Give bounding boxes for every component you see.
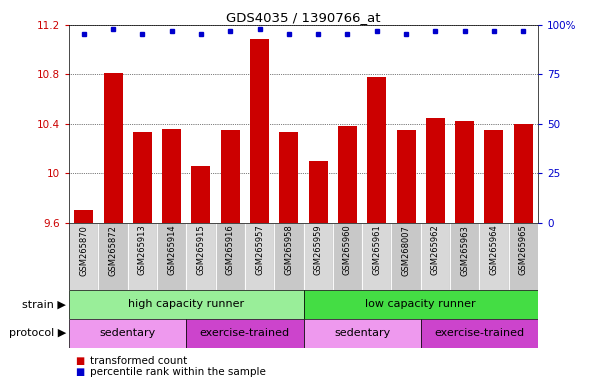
Bar	[279, 132, 298, 223]
Text: sedentary: sedentary	[334, 328, 390, 338]
Bar	[274, 223, 304, 290]
Bar	[508, 223, 538, 290]
Text: GSM265964: GSM265964	[489, 225, 498, 275]
Text: GSM265957: GSM265957	[255, 225, 264, 275]
Text: GSM265913: GSM265913	[138, 225, 147, 275]
Bar	[69, 290, 304, 319]
Text: GSM265872: GSM265872	[109, 225, 118, 276]
Bar	[480, 223, 508, 290]
Bar	[450, 223, 480, 290]
Bar	[162, 129, 181, 223]
Bar	[192, 166, 210, 223]
Bar	[75, 210, 93, 223]
Bar	[99, 223, 127, 290]
Title: GDS4035 / 1390766_at: GDS4035 / 1390766_at	[226, 11, 381, 24]
Bar	[99, 223, 127, 290]
Text: percentile rank within the sample: percentile rank within the sample	[90, 367, 266, 377]
Bar	[362, 223, 391, 290]
Bar	[421, 223, 450, 290]
Bar	[421, 319, 538, 348]
Text: GSM265959: GSM265959	[314, 225, 323, 275]
Bar	[157, 223, 186, 290]
Text: low capacity runner: low capacity runner	[365, 299, 476, 310]
Bar	[362, 223, 391, 290]
Bar	[397, 130, 415, 223]
Text: ■: ■	[75, 367, 84, 377]
Bar	[455, 121, 474, 223]
Bar	[103, 73, 123, 223]
Text: GSM265916: GSM265916	[226, 225, 235, 275]
Bar	[133, 132, 152, 223]
Text: GSM265915: GSM265915	[197, 225, 206, 275]
Text: sedentary: sedentary	[100, 328, 156, 338]
Text: GSM265965: GSM265965	[519, 225, 528, 275]
Text: exercise-trained: exercise-trained	[200, 328, 290, 338]
Bar	[391, 223, 421, 290]
Bar	[333, 223, 362, 290]
Text: GSM265870: GSM265870	[79, 225, 88, 276]
Bar	[250, 38, 269, 223]
Bar	[216, 223, 245, 290]
Text: ■: ■	[75, 356, 84, 366]
Bar	[69, 223, 99, 290]
Bar	[484, 130, 504, 223]
Bar	[421, 223, 450, 290]
Text: GSM265963: GSM265963	[460, 225, 469, 276]
Bar	[128, 223, 157, 290]
Text: GSM268007: GSM268007	[401, 225, 410, 276]
Bar	[245, 223, 274, 290]
Bar	[309, 161, 328, 223]
Bar	[450, 223, 480, 290]
Bar	[508, 223, 538, 290]
Bar	[128, 223, 157, 290]
Bar	[186, 319, 304, 348]
Bar	[426, 118, 445, 223]
Text: exercise-trained: exercise-trained	[435, 328, 524, 338]
Bar	[391, 223, 421, 290]
Bar	[69, 319, 186, 348]
Text: GSM265961: GSM265961	[372, 225, 381, 275]
Bar	[221, 130, 240, 223]
Bar	[333, 223, 362, 290]
Text: transformed count: transformed count	[90, 356, 188, 366]
Bar	[69, 223, 99, 290]
Bar	[338, 126, 357, 223]
Text: high capacity runner: high capacity runner	[128, 299, 245, 310]
Text: GSM265962: GSM265962	[431, 225, 440, 275]
Text: GSM265960: GSM265960	[343, 225, 352, 275]
Bar	[216, 223, 245, 290]
Bar	[186, 223, 216, 290]
Bar	[367, 77, 386, 223]
Bar	[304, 319, 421, 348]
Bar	[157, 223, 186, 290]
Text: GSM265914: GSM265914	[167, 225, 176, 275]
Bar	[514, 124, 532, 223]
Bar	[186, 223, 216, 290]
Bar	[304, 223, 333, 290]
Bar	[480, 223, 508, 290]
Text: protocol ▶: protocol ▶	[9, 328, 66, 338]
Bar	[304, 290, 538, 319]
Bar	[304, 223, 333, 290]
Bar	[245, 223, 274, 290]
Bar	[274, 223, 304, 290]
Text: strain ▶: strain ▶	[22, 299, 66, 310]
Text: GSM265958: GSM265958	[284, 225, 293, 275]
